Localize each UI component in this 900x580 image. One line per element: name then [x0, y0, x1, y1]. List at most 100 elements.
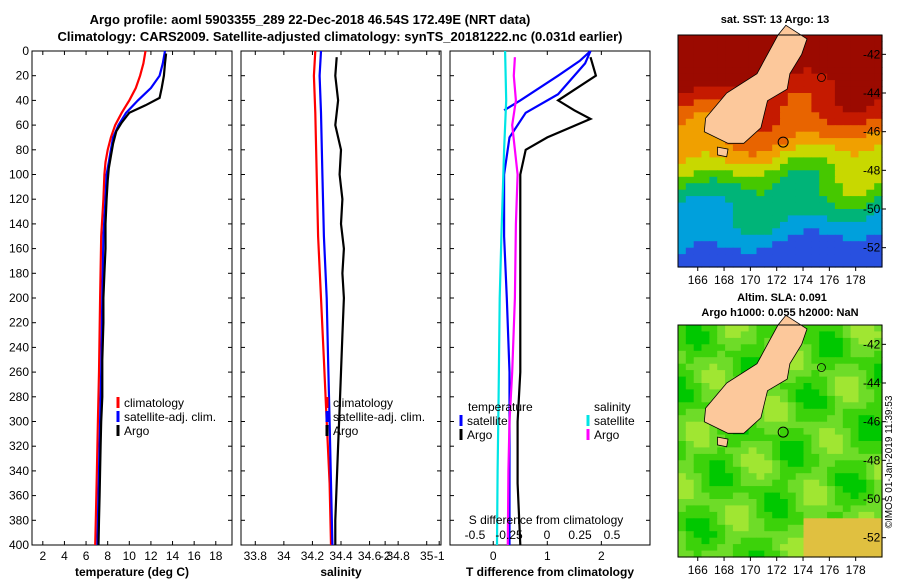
map-cell	[827, 492, 836, 500]
map-cell	[709, 537, 718, 545]
map-cell	[874, 73, 883, 81]
map-cell	[717, 163, 726, 171]
map-cell	[827, 350, 836, 358]
map-cell	[701, 511, 710, 519]
map-cell	[858, 234, 867, 242]
map-cell	[834, 402, 844, 410]
map-cell	[858, 499, 867, 506]
map-cell	[693, 260, 703, 268]
map-cell	[803, 511, 812, 519]
map-cell	[693, 118, 703, 126]
map-cell	[693, 473, 703, 481]
map-cell	[874, 241, 883, 249]
map-cell	[787, 202, 797, 210]
map-cell	[725, 499, 734, 506]
map-cell	[732, 524, 742, 532]
map-cell	[827, 421, 836, 429]
map-cell	[709, 228, 718, 236]
map-cell	[685, 460, 695, 468]
map-cell	[693, 402, 703, 410]
map-cell	[725, 176, 734, 184]
map-cell	[850, 383, 859, 390]
map-cell	[811, 441, 820, 448]
series-t-argo	[516, 56, 598, 546]
map-cell	[693, 415, 703, 423]
map-cell	[780, 492, 789, 500]
map-cell	[709, 215, 718, 223]
map-cell	[834, 202, 844, 210]
map-cell	[678, 447, 687, 455]
series-t-satellite	[503, 50, 592, 545]
map-cell	[717, 221, 726, 229]
map-cell	[858, 447, 867, 455]
map-cell	[803, 60, 812, 68]
map-cell	[795, 209, 805, 216]
map-cell	[827, 254, 836, 262]
map-cell	[725, 363, 734, 371]
map-cell	[717, 93, 726, 100]
map-cell	[685, 524, 695, 532]
map-cell	[795, 479, 805, 487]
map-cell	[827, 228, 836, 236]
map-cell	[717, 531, 726, 539]
map-cell	[874, 486, 883, 494]
map-cell	[819, 176, 828, 184]
map-cell	[678, 170, 687, 178]
map-cell	[732, 170, 742, 178]
map-cell	[764, 157, 773, 165]
map-cell	[693, 86, 703, 94]
map-cell	[756, 215, 765, 223]
y-tick-label: 400	[9, 538, 29, 552]
map-cell	[842, 202, 852, 210]
map-cell	[842, 47, 852, 55]
map-cell	[803, 473, 812, 481]
map-cell	[795, 492, 805, 500]
map-cell	[874, 337, 883, 345]
map-cell	[803, 505, 812, 513]
map-cell	[740, 47, 750, 55]
map-cell	[834, 531, 844, 539]
map-cell	[685, 241, 695, 249]
map-cell	[709, 254, 718, 262]
map-cell	[803, 163, 812, 171]
map-cell	[693, 486, 703, 494]
map-cell	[764, 105, 773, 113]
map-cell	[780, 170, 789, 178]
map-cell	[811, 383, 820, 390]
map-cell	[787, 151, 797, 158]
map-cell	[874, 357, 883, 365]
map-cell	[709, 544, 718, 552]
map-cell	[827, 434, 836, 442]
contour-marker	[817, 73, 826, 82]
map-cell	[780, 144, 789, 152]
map-cell	[850, 511, 859, 519]
map-cell	[819, 254, 828, 262]
map-cell	[685, 125, 695, 133]
map-cell	[866, 247, 875, 255]
map-cell	[693, 196, 703, 204]
x-tick-label: 2	[39, 549, 46, 563]
map-cell	[858, 370, 867, 378]
map-frame	[677, 34, 883, 268]
map-cell	[866, 41, 875, 49]
map-cell	[756, 505, 765, 513]
map-cell	[811, 395, 820, 403]
map-cell	[834, 537, 844, 545]
map-cell	[842, 99, 852, 107]
map-cell	[756, 331, 765, 339]
map-cell	[827, 260, 836, 268]
contour-marker	[817, 363, 826, 372]
series-climatology	[312, 50, 333, 546]
map-cell	[811, 99, 820, 107]
map-cell	[827, 537, 836, 545]
map-cell	[850, 402, 859, 410]
map-cell	[678, 499, 687, 506]
map-cell	[678, 434, 687, 442]
map-cell	[740, 473, 750, 481]
map-cell	[850, 234, 859, 242]
map-cell	[709, 389, 718, 397]
map-cell	[842, 466, 852, 474]
map-frame	[677, 324, 883, 558]
map-cell	[772, 183, 781, 191]
map-cell	[866, 434, 875, 442]
